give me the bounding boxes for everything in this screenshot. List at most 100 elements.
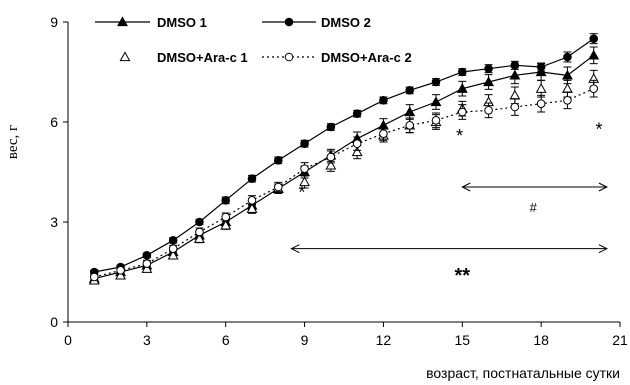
data-point	[325, 159, 337, 170]
data-point	[299, 176, 311, 187]
series-3	[88, 69, 600, 285]
series-4	[89, 79, 599, 282]
data-point	[589, 84, 599, 93]
data-point	[116, 266, 125, 275]
annotation-mark: **	[454, 265, 470, 287]
annotation-mark: #	[530, 200, 538, 215]
data-point	[561, 83, 573, 93]
data-point	[195, 227, 204, 237]
y-tick-label: 0	[50, 314, 58, 330]
data-point	[326, 122, 336, 132]
legend-label: DMSO 2	[321, 15, 371, 30]
data-point	[273, 156, 283, 165]
legend-label: DMSO+Ara-c 1	[157, 50, 248, 65]
data-point	[379, 96, 388, 105]
range-arrow	[290, 244, 608, 254]
x-tick-label: 0	[64, 332, 72, 348]
legend-marker	[284, 17, 294, 27]
x-tick-label: 12	[376, 332, 392, 348]
data-point	[561, 69, 573, 80]
arrow-head-right	[598, 182, 608, 192]
legend: DMSO 1 DMSO 2 DMSO+Ara-c 1 DMSO+Ara-c 2	[95, 15, 412, 65]
data-point	[300, 139, 309, 148]
axes: 0 3 6 9 12 15 18 21 0 3 6 9	[50, 14, 628, 348]
range-arrow	[461, 182, 608, 192]
data-point	[589, 34, 599, 43]
x-tick-label: 3	[143, 332, 151, 348]
series-1	[88, 46, 600, 283]
data-point	[300, 164, 309, 173]
series-line	[94, 88, 594, 278]
y-axis-label: вес, г	[5, 125, 21, 159]
data-point	[457, 107, 467, 117]
x-tick-label: 21	[612, 332, 628, 348]
legend-entry-2: DMSO 2	[262, 15, 371, 30]
data-point	[405, 86, 415, 95]
series-line	[94, 54, 595, 280]
data-point	[431, 116, 441, 125]
data-point	[535, 66, 547, 77]
data-point	[430, 96, 442, 107]
series-line	[94, 38, 595, 273]
data-point	[431, 77, 441, 87]
legend-label: DMSO+Ara-c 2	[321, 50, 412, 65]
data-point	[484, 106, 493, 115]
data-point	[509, 89, 521, 100]
data-point	[142, 259, 152, 268]
legend-entry-3: DMSO+Ara-c 1	[119, 50, 248, 65]
data-point	[141, 263, 153, 273]
data-point	[247, 196, 257, 205]
data-point	[483, 76, 495, 87]
data-point	[405, 121, 415, 130]
y-tick-label: 9	[50, 14, 58, 30]
significance-ranges	[290, 182, 608, 254]
data-point	[509, 69, 521, 80]
y-tick-label: 3	[50, 214, 58, 230]
x-tick-label: 6	[222, 332, 230, 348]
x-tick-label: 18	[533, 332, 549, 348]
x-tick-label: 9	[301, 332, 309, 348]
data-point	[484, 64, 493, 73]
data-point	[142, 251, 152, 260]
annotations: ** *#**	[298, 119, 602, 287]
data-point	[510, 61, 520, 70]
legend-marker	[117, 16, 128, 27]
data-point	[563, 52, 572, 62]
data-point	[246, 203, 258, 213]
data-point	[510, 102, 520, 112]
data-point	[457, 67, 467, 77]
data-point	[220, 219, 232, 230]
data-point	[221, 212, 231, 222]
data-point	[404, 106, 416, 117]
arrow-head-left	[461, 182, 471, 192]
data-point	[195, 217, 204, 227]
y-tick-label: 6	[50, 114, 58, 130]
arrow-head-right	[598, 244, 608, 254]
data-point	[168, 244, 178, 253]
data-point	[536, 62, 546, 72]
legend-entry-1: DMSO 1	[95, 15, 207, 30]
annotation-mark: *	[456, 126, 463, 146]
series-2	[89, 33, 599, 277]
data-point	[351, 146, 363, 157]
annotation-mark: *	[595, 119, 602, 139]
data-point	[536, 99, 546, 108]
legend-marker	[119, 51, 131, 62]
data-point	[379, 129, 388, 138]
legend-entry-4: DMSO+Ara-c 2	[262, 50, 412, 65]
data-point	[193, 233, 205, 243]
data-point	[563, 96, 572, 105]
data-point	[273, 182, 283, 192]
series-group	[88, 33, 600, 285]
data-point	[221, 196, 231, 205]
x-axis-label: возраст, постнатальные сутки	[426, 365, 620, 381]
data-point	[352, 109, 362, 118]
data-point	[168, 236, 178, 245]
data-point	[167, 249, 179, 260]
data-point	[456, 83, 468, 93]
data-point	[352, 139, 362, 148]
x-tick-label: 15	[454, 332, 470, 348]
legend-marker	[284, 52, 294, 62]
data-point	[326, 152, 336, 162]
arrow-head-left	[290, 244, 300, 254]
